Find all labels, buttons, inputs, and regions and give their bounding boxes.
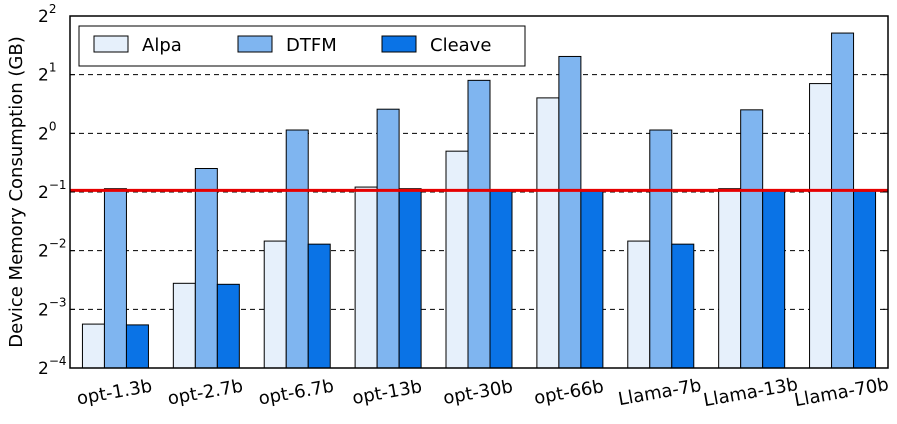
bar-alpa-llama-13b (718, 188, 742, 369)
bar-alpa-llama-70b (809, 83, 833, 369)
y-axis-ticks: 22 21 20 2−1 2−2 2−3 2−4 (38, 2, 888, 379)
y-tick-label: 22 (38, 2, 56, 27)
bar-cleave-opt-6.7b (307, 243, 331, 369)
y-tick-label: 2−1 (38, 178, 67, 203)
legend-swatch-dtfm (237, 35, 273, 53)
y-tick-label: 2−3 (38, 295, 67, 320)
bar-dtfm-opt-13b (376, 108, 400, 369)
x-tick-label: Llama-7b (617, 375, 703, 410)
y-axis-title: Device Memory Consumption (GB) (6, 36, 27, 347)
x-tick-label: Llama-13b (702, 374, 800, 411)
bar-dtfm-opt-1.3b (103, 188, 127, 369)
y-tick-label: 20 (38, 119, 56, 144)
bar-dtfm-opt-2.7b (194, 168, 218, 369)
bar-dtfm-llama-13b (740, 109, 764, 369)
x-tick-label: opt-6.7b (257, 376, 336, 410)
bar-alpa-opt-13b (354, 186, 378, 369)
bar-cleave-opt-66b (580, 190, 604, 369)
legend-swatch-cleave (381, 35, 417, 53)
x-tick-label: opt-13b (351, 376, 424, 409)
x-tick-label: opt-2.7b (166, 376, 245, 410)
plot-frame (69, 15, 889, 369)
bar-cleave-opt-1.3b (125, 324, 149, 369)
bar-cleave-opt-2.7b (216, 283, 240, 369)
legend-swatch-alpa (93, 35, 129, 53)
bar-alpa-opt-1.3b (81, 323, 105, 369)
legend-label-cleave: Cleave (430, 35, 491, 56)
legend: Alpa DTFM Cleave (78, 25, 526, 67)
bar-dtfm-opt-66b (558, 55, 582, 369)
bar-cleave-llama-7b (671, 243, 695, 369)
bar-dtfm-opt-6.7b (285, 129, 309, 369)
x-tick-label: Llama-70b (793, 374, 891, 411)
bar-alpa-opt-30b (445, 150, 469, 369)
x-tick-label: opt-1.3b (75, 376, 154, 410)
bar-dtfm-llama-7b (649, 129, 673, 369)
legend-label-dtfm: DTFM (286, 35, 337, 56)
bar-alpa-opt-66b (536, 97, 560, 369)
bar-cleave-llama-70b (853, 190, 877, 369)
bar-alpa-llama-7b (627, 240, 651, 369)
bar-cleave-llama-13b (762, 188, 786, 369)
y-tick-label: 2−2 (38, 237, 67, 262)
legend-box (78, 25, 526, 67)
y-tick-label: 2−4 (38, 354, 67, 379)
legend-label-alpa: Alpa (142, 35, 182, 56)
bar-cleave-opt-13b (398, 188, 422, 369)
bar-alpa-opt-6.7b (263, 240, 287, 369)
bar-cleave-opt-30b (489, 190, 513, 369)
x-tick-label: opt-66b (532, 376, 605, 409)
bar-alpa-opt-2.7b (172, 282, 196, 369)
x-tick-label: opt-30b (442, 376, 515, 409)
bar-dtfm-opt-30b (467, 79, 491, 369)
bar-dtfm-llama-70b (831, 32, 855, 369)
bars (81, 32, 877, 369)
y-tick-label: 21 (38, 61, 56, 86)
x-axis-labels: opt-1.3b opt-2.7b opt-6.7b opt-13b opt-30b op… (75, 374, 890, 411)
